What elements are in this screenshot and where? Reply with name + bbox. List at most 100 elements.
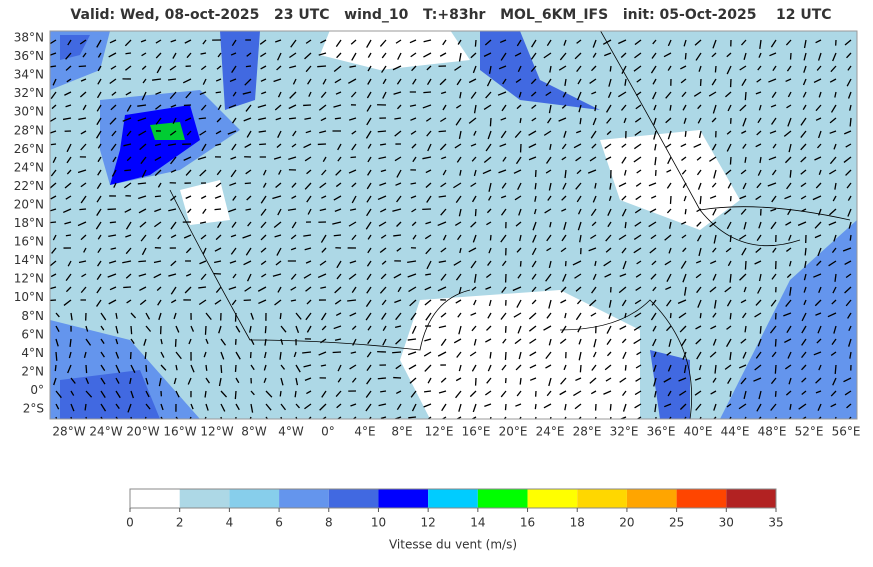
lon-label: 4°W — [278, 425, 304, 439]
lon-label: 16°E — [462, 425, 491, 439]
wind-arrow — [138, 183, 146, 184]
lat-label: 6°N — [21, 327, 44, 341]
wind-arrow — [280, 391, 281, 396]
lon-label: 24°W — [89, 425, 122, 439]
colorbar-tick-label: 25 — [669, 516, 684, 530]
lat-label: 12°N — [14, 272, 44, 286]
colorbar-tick-label: 6 — [275, 516, 283, 530]
lat-label: 4°N — [21, 346, 44, 360]
wind-arrow — [580, 118, 581, 124]
colorbar-tick-label: 4 — [226, 516, 234, 530]
wind-arrow — [775, 339, 776, 347]
wind-arrow — [835, 365, 836, 374]
wind-arrow — [155, 196, 161, 197]
wind-arrow — [490, 235, 491, 240]
wind-arrow — [380, 391, 386, 392]
colorbar-tick-label: 2 — [176, 516, 184, 530]
wind-arrow — [520, 378, 521, 385]
colorbar-tick-label: 16 — [520, 516, 535, 530]
wind-arrow — [131, 326, 132, 334]
lon-label: 40°E — [684, 425, 713, 439]
wind-arrow — [475, 40, 476, 47]
wind-arrow — [805, 248, 806, 255]
map-title: Valid: Wed, 08-oct-2025 23 UTC wind_10 T… — [70, 7, 831, 23]
lon-label: 44°E — [721, 425, 750, 439]
lat-label: 32°N — [14, 86, 44, 100]
lon-label: 48°E — [758, 425, 787, 439]
wind-arrow — [125, 53, 131, 54]
lon-label: 36°E — [647, 425, 676, 439]
lat-label: 20°N — [14, 197, 44, 211]
lat-label: 24°N — [14, 160, 44, 174]
wind-arrow — [392, 352, 401, 353]
wind-arrow — [520, 118, 521, 123]
lat-label: 2°S — [23, 402, 44, 416]
wind-arrow — [393, 235, 401, 236]
lon-label: 24°E — [536, 425, 565, 439]
colorbar-segment — [229, 489, 279, 508]
wind-arrow — [85, 404, 86, 410]
lat-label: 36°N — [14, 49, 44, 63]
colorbar-segment — [528, 489, 578, 508]
lon-label: 56°E — [832, 425, 861, 439]
wind-arrow — [425, 274, 431, 275]
wind-arrow — [625, 365, 626, 371]
lat-label: 22°N — [14, 179, 44, 193]
wind-arrow — [490, 118, 491, 126]
wind-arrow — [215, 209, 221, 210]
colorbar-tick-label: 30 — [719, 516, 734, 530]
wind-arrow — [423, 92, 431, 93]
wind-arrow — [670, 196, 671, 204]
wind-arrow — [56, 352, 57, 361]
map-area — [48, 30, 857, 426]
wind-arrow — [700, 196, 701, 204]
lat-label: 14°N — [14, 253, 44, 267]
wind-arrow — [730, 313, 731, 319]
colorbar-tick-label: 10 — [371, 516, 386, 530]
wind-arrow — [124, 170, 131, 171]
lat-label: 30°N — [14, 105, 44, 119]
wind-arrow — [335, 118, 341, 119]
wind-arrow — [625, 222, 626, 228]
wind-arrow — [146, 365, 147, 372]
lat-label: 34°N — [14, 68, 44, 82]
wind-arrow — [51, 144, 56, 145]
wind-arrow — [535, 183, 536, 189]
wind-arrow — [199, 118, 206, 119]
wind-arrow — [110, 222, 116, 223]
lon-label: 52°E — [795, 425, 824, 439]
wind-arrow — [259, 144, 266, 145]
colorbar-segment — [478, 489, 528, 508]
lon-label: 12°E — [425, 425, 454, 439]
lat-label: 28°N — [14, 123, 44, 137]
wind-arrow — [205, 326, 206, 335]
lat-label: 16°N — [14, 235, 44, 249]
wind-arrow — [334, 235, 341, 236]
colorbar-segment — [677, 489, 727, 508]
lon-label: 32°E — [610, 425, 639, 439]
wind-arrow — [317, 66, 326, 67]
wind-zone — [150, 122, 185, 140]
lon-label: 0° — [321, 425, 335, 439]
lon-label: 8°W — [241, 425, 267, 439]
lat-label: 18°N — [14, 216, 44, 230]
wind-arrow — [745, 261, 746, 270]
wind-arrow — [505, 352, 506, 360]
wind-arrow — [216, 92, 221, 93]
wind-arrow — [333, 352, 341, 353]
wind-arrow — [48, 300, 56, 301]
wind-arrow — [730, 391, 731, 397]
wind-arrow — [730, 235, 731, 242]
wind-arrow — [206, 365, 207, 371]
colorbar-segment — [180, 489, 230, 508]
lon-label: 20°W — [126, 425, 159, 439]
lon-label: 20°E — [499, 425, 528, 439]
wind-arrow — [850, 235, 851, 241]
wind-arrow — [138, 261, 146, 262]
wind-arrow — [66, 235, 71, 236]
colorbar-label: Vitesse du vent (m/s) — [389, 538, 517, 552]
wind-arrow — [610, 66, 611, 72]
wind-arrow — [745, 92, 746, 100]
wind-arrow — [700, 313, 701, 318]
lat-label: 38°N — [14, 31, 44, 45]
